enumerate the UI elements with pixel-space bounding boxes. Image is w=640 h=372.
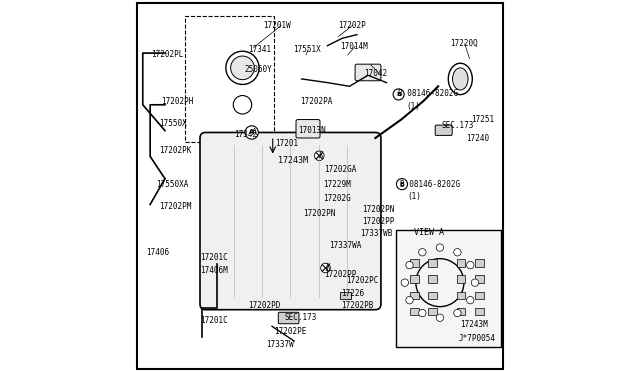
Bar	[428, 292, 437, 299]
Text: 17550X: 17550X	[159, 119, 187, 128]
Bar	[410, 275, 419, 283]
Text: B 08146-8202G: B 08146-8202G	[401, 180, 461, 189]
Text: 17226: 17226	[341, 289, 364, 298]
Bar	[456, 275, 465, 283]
Text: 17202PL: 17202PL	[151, 51, 183, 60]
Bar	[476, 275, 484, 283]
Text: 17202PM: 17202PM	[159, 202, 192, 211]
Bar	[428, 259, 437, 267]
Text: B: B	[399, 182, 404, 187]
FancyBboxPatch shape	[435, 125, 452, 135]
Text: 17202G: 17202G	[323, 195, 351, 203]
Text: 17202PB: 17202PB	[341, 301, 374, 311]
Circle shape	[419, 248, 426, 256]
Text: 17229M: 17229M	[323, 180, 351, 189]
Text: 17220Q: 17220Q	[450, 39, 477, 48]
Text: 17202PH: 17202PH	[161, 97, 194, 106]
Text: 17337W: 17337W	[266, 340, 294, 349]
Circle shape	[436, 314, 444, 321]
Text: (1): (1)	[408, 192, 422, 201]
Text: B 08146-8202G: B 08146-8202G	[397, 89, 458, 98]
Text: 17202PE: 17202PE	[274, 327, 306, 336]
Circle shape	[406, 262, 413, 269]
Circle shape	[393, 89, 404, 100]
Text: 17014M: 17014M	[340, 42, 368, 51]
Text: B: B	[396, 92, 401, 97]
Text: 17251: 17251	[470, 115, 494, 124]
Text: 17341: 17341	[248, 45, 271, 54]
Bar	[185, 16, 274, 142]
Text: 17202PP: 17202PP	[362, 217, 395, 225]
Text: 17201C: 17201C	[200, 253, 228, 263]
Text: SEC.173: SEC.173	[442, 121, 474, 129]
FancyBboxPatch shape	[296, 119, 320, 138]
Circle shape	[467, 296, 474, 304]
Text: 25060Y: 25060Y	[244, 65, 272, 74]
Circle shape	[396, 179, 408, 190]
Text: VIEW A: VIEW A	[414, 228, 444, 237]
Text: 17202PK: 17202PK	[159, 147, 192, 155]
Text: 17201C: 17201C	[200, 316, 228, 325]
Text: 17342: 17342	[234, 130, 257, 139]
Text: X: X	[319, 151, 324, 160]
Bar	[410, 259, 419, 267]
Circle shape	[454, 248, 461, 256]
FancyBboxPatch shape	[355, 64, 381, 81]
Circle shape	[454, 310, 461, 317]
Text: 17550XA: 17550XA	[156, 180, 188, 189]
Text: (1): (1)	[407, 102, 420, 111]
FancyBboxPatch shape	[200, 132, 381, 310]
Bar	[340, 292, 351, 299]
Bar	[396, 230, 501, 347]
Bar	[476, 308, 484, 315]
Bar	[428, 275, 437, 283]
Circle shape	[436, 244, 444, 251]
Circle shape	[245, 126, 259, 139]
Text: 17201: 17201	[275, 139, 298, 148]
Ellipse shape	[452, 68, 468, 90]
Circle shape	[471, 279, 479, 286]
Text: J*7P0054: J*7P0054	[458, 334, 495, 343]
Text: 17042: 17042	[364, 69, 387, 78]
Text: 17202PD: 17202PD	[248, 301, 280, 311]
Bar	[456, 308, 465, 315]
Text: 17202PP: 17202PP	[324, 270, 357, 279]
Text: 17337WB: 17337WB	[360, 230, 392, 238]
Text: 17202PC: 17202PC	[346, 276, 378, 285]
Text: 17240: 17240	[466, 134, 489, 142]
Text: 17551X: 17551X	[293, 45, 321, 54]
Bar	[410, 308, 419, 315]
Bar	[456, 292, 465, 299]
Circle shape	[230, 56, 254, 80]
Text: A: A	[249, 129, 254, 135]
Bar	[476, 259, 484, 267]
Circle shape	[406, 296, 413, 304]
Circle shape	[419, 310, 426, 317]
Text: A: A	[252, 128, 257, 137]
Circle shape	[314, 151, 324, 161]
Text: 17202P: 17202P	[338, 21, 365, 30]
Circle shape	[401, 279, 408, 286]
Text: 17202PN: 17202PN	[362, 205, 395, 215]
Bar	[410, 292, 419, 299]
Circle shape	[467, 262, 474, 269]
Text: 17406: 17406	[146, 248, 169, 257]
FancyBboxPatch shape	[278, 312, 299, 324]
Text: 17406M: 17406M	[200, 266, 228, 275]
Text: 17243M: 17243M	[278, 155, 308, 165]
Text: 17201W: 17201W	[263, 21, 291, 30]
Text: 17202GA: 17202GA	[324, 165, 356, 174]
Text: 17202PN: 17202PN	[303, 209, 336, 218]
Text: 17202PA: 17202PA	[300, 97, 332, 106]
Text: 17337WA: 17337WA	[329, 241, 362, 250]
Bar	[428, 308, 437, 315]
Text: SEC.173: SEC.173	[285, 312, 317, 321]
Circle shape	[321, 263, 330, 273]
Bar	[456, 259, 465, 267]
Text: X: X	[326, 263, 330, 272]
Bar	[476, 292, 484, 299]
Text: 17013N: 17013N	[298, 126, 326, 135]
Text: 17243M: 17243M	[460, 320, 488, 329]
